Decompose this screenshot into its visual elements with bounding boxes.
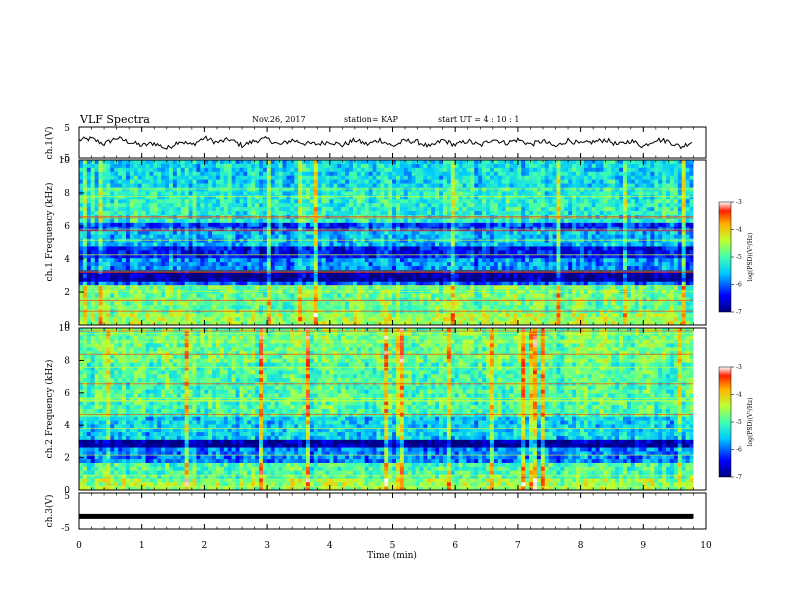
time-axis-tick: 6 (452, 541, 458, 551)
ch3-ytick-bottom: -5 (61, 524, 70, 534)
ch1-ytick-bottom: -5 (61, 154, 70, 164)
ch1-voltage-line (78, 135, 693, 150)
ch1-colorbar-tick: -6 (736, 282, 742, 289)
ch1-colorbar: -3 -4 -5 -6 -7 log(PSD)(V²/Hz) (718, 199, 754, 316)
time-axis-tick: 2 (202, 541, 208, 551)
ch1-colorbar-label: log(PSD)(V²/Hz) (747, 233, 754, 282)
time-axis-tick: 0 (76, 541, 82, 551)
ch2-spectrogram-ytick: 8 (64, 356, 70, 366)
ch1-spectrogram-ytick: 2 (64, 288, 70, 298)
ch1-spectrogram-ytick: 10 (59, 156, 71, 166)
ch1-spectrogram-ytick: 4 (64, 255, 70, 265)
ch1-colorbar-tick: -4 (736, 227, 742, 234)
time-axis-tick: 4 (327, 541, 333, 551)
time-axis-label: Time (min) (367, 550, 417, 561)
ch2-spectrogram-ytick: 4 (64, 421, 70, 431)
ch1-colorbar-tick: -7 (736, 309, 742, 316)
ch2-colorbar-tick: -3 (736, 364, 742, 371)
ch1-ytick-top: 5 (64, 124, 70, 134)
ch2-colorbar-tick: -5 (736, 419, 742, 426)
ch2-spectrogram-ylabel: ch.2 Frequency (kHz) (44, 360, 55, 459)
ch1-spectrogram-ytick: 6 (64, 222, 70, 232)
time-axis-tick: 5 (390, 541, 396, 551)
ch2-spectrogram-ytick: 6 (64, 389, 70, 399)
ch3-ytick-top: 5 (64, 492, 70, 502)
ch1-voltage-panel: 5 -5 ch.1(V) (44, 124, 707, 164)
ch2-spectrogram-ytick: 0 (64, 486, 70, 496)
ch2-colorbar-tick: -7 (736, 474, 742, 481)
time-axis-tick: 9 (640, 541, 646, 551)
ch2-colorbar-tick: -4 (736, 392, 742, 399)
ch3-voltage-panel: 5 -5 ch.3(V) (44, 492, 707, 534)
ch2-colorbar-label: log(PSD)(V²/Hz) (747, 398, 754, 447)
ch1-voltage-ylabel: ch.1(V) (44, 127, 55, 160)
time-axis: 0 1 2 3 4 5 6 7 8 9 10 (76, 127, 712, 551)
ch1-colorbar-tick: -5 (736, 254, 742, 261)
time-axis-tick: 1 (139, 541, 145, 551)
ch2-spectrogram-image (79, 328, 706, 491)
ch1-spectrogram-ytick: 8 (64, 189, 70, 199)
date-label: Nov.26, 2017 (252, 115, 306, 124)
time-axis-tick: 3 (264, 541, 270, 551)
ch2-spectrogram-panel: 0 2 4 6 8 10 ch.2 Frequency (kHz) (44, 324, 707, 496)
time-axis-tick: 8 (578, 541, 584, 551)
ch2-colorbar: -3 -4 -5 -6 -7 log(PSD)(V²/Hz) (718, 364, 754, 481)
start-time-label: start UT = 4 : 10 : 1 (438, 115, 519, 124)
ch1-spectrogram-ytick: 0 (64, 321, 70, 331)
station-label: station= KAP (344, 115, 399, 124)
ch2-spectrogram-ytick: 2 (64, 454, 70, 464)
ch1-spectrogram-panel: 0 2 4 6 8 10 ch.1 Frequency (kHz) (44, 156, 707, 331)
time-axis-tick: 7 (515, 541, 521, 551)
ch1-colorbar-tick: -3 (736, 199, 742, 206)
ch1-spectrogram-ylabel: ch.1 Frequency (kHz) (44, 183, 55, 282)
time-axis-tick: 10 (700, 541, 712, 551)
ch1-spectrogram-image (79, 160, 706, 326)
figure-title: VLF Spectra (79, 113, 150, 126)
ch2-spectrogram-ytick: 10 (59, 324, 71, 334)
ch3-voltage-ylabel: ch.3(V) (44, 495, 55, 528)
ch2-colorbar-tick: -6 (736, 447, 742, 454)
